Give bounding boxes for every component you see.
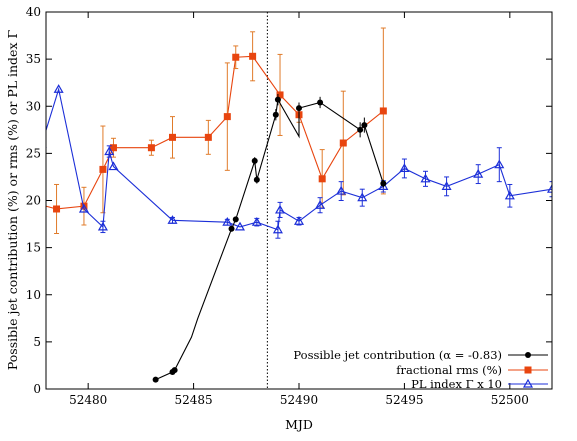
- data-point: [78, 203, 89, 213]
- data-point: [204, 133, 212, 141]
- data-point: [274, 204, 286, 214]
- legend-label: PL index Γ x 10: [411, 377, 502, 391]
- data-point: [171, 367, 178, 374]
- series-line: [46, 55, 384, 210]
- x-axis-label: MJD: [285, 417, 313, 432]
- x-tick-label: 52495: [385, 393, 423, 407]
- legend-label: fractional rms (%): [396, 363, 502, 377]
- data-point: [234, 221, 246, 231]
- data-point: [152, 376, 159, 383]
- data-point: [379, 107, 387, 115]
- x-tick-label: 52490: [280, 393, 318, 407]
- data-point: [378, 181, 389, 190]
- series-1: [46, 27, 387, 234]
- data-point: [336, 185, 347, 195]
- y-tick-label: 10: [26, 288, 41, 302]
- data-point: [272, 111, 279, 118]
- x-tick-label: 52485: [174, 393, 212, 407]
- series-layer: [46, 12, 552, 389]
- data-point: [223, 113, 231, 121]
- data-point: [546, 183, 552, 193]
- data-point: [251, 157, 258, 164]
- data-point: [504, 190, 515, 200]
- data-point: [251, 216, 262, 226]
- data-point: [318, 175, 326, 183]
- data-point: [147, 144, 155, 152]
- y-tick-label: 5: [33, 335, 41, 349]
- y-tick-label: 0: [33, 382, 41, 396]
- y-tick-label: 25: [26, 146, 41, 160]
- data-point: [441, 181, 452, 190]
- data-point: [357, 126, 364, 133]
- data-point: [293, 216, 305, 225]
- data-point: [272, 224, 283, 234]
- series-line: [155, 97, 384, 381]
- data-point: [361, 122, 368, 129]
- data-point: [339, 139, 347, 147]
- data-point: [420, 173, 431, 183]
- data-point: [473, 168, 484, 178]
- data-point: [169, 133, 176, 141]
- y-tick-label: 40: [26, 5, 41, 19]
- data-point: [525, 352, 531, 358]
- data-point: [315, 200, 326, 209]
- data-point: [104, 146, 115, 156]
- data-point: [53, 84, 64, 93]
- data-point: [167, 215, 178, 224]
- data-point: [222, 216, 233, 226]
- y-tick-label: 30: [26, 99, 41, 113]
- x-tick-label: 52480: [69, 393, 107, 407]
- y-tick-label: 15: [26, 241, 41, 255]
- data-point: [274, 96, 281, 103]
- ticks-layer: 52480 52485 52490 52495 52500 0 5 10 15 20 25 30 35 4…: [26, 5, 552, 407]
- data-point: [276, 91, 284, 99]
- y-axis-label: Possible jet contribution (%) or rms (%)…: [5, 30, 20, 371]
- data-point: [249, 52, 257, 60]
- y-tick-label: 20: [26, 194, 41, 208]
- data-point: [109, 144, 117, 152]
- data-point: [97, 221, 108, 231]
- data-point: [317, 99, 324, 106]
- data-point: [399, 163, 410, 173]
- data-point: [99, 165, 107, 173]
- legend: Possible jet contribution (α = -0.83)fra…: [293, 348, 548, 391]
- data-point: [522, 378, 534, 388]
- series-2: [46, 84, 552, 239]
- data-point: [253, 176, 260, 183]
- data-point: [380, 180, 387, 187]
- data-point: [53, 205, 61, 213]
- legend-label: Possible jet contribution (α = -0.83): [293, 348, 502, 362]
- series-0: [152, 93, 387, 383]
- data-point: [357, 192, 368, 202]
- data-point: [494, 159, 505, 169]
- data-point: [232, 53, 240, 61]
- data-point: [228, 225, 235, 232]
- data-point: [232, 216, 239, 223]
- plot-frame: [45, 11, 553, 390]
- y-tick-label: 35: [26, 52, 41, 66]
- data-point: [524, 366, 532, 374]
- x-tick-label: 52500: [491, 393, 529, 407]
- series-line: [46, 87, 552, 231]
- data-point: [296, 105, 302, 112]
- data-point: [108, 161, 119, 171]
